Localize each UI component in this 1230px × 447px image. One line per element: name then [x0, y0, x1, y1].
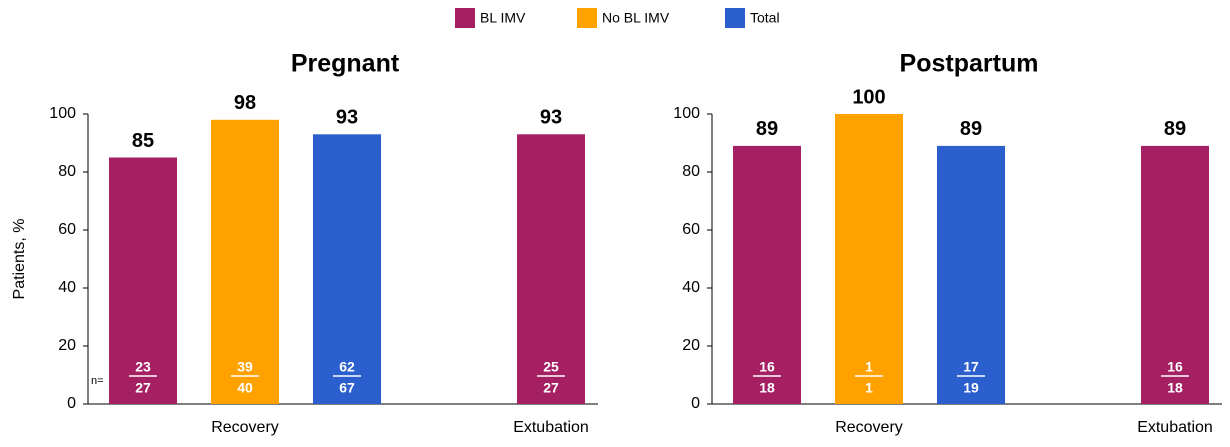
- numerator: 1: [865, 359, 873, 375]
- y-tick-label: 60: [682, 221, 700, 238]
- bar: [937, 145, 1005, 404]
- denominator: 40: [237, 380, 253, 396]
- numerator: 23: [135, 359, 151, 375]
- legend-swatch: [577, 8, 597, 28]
- bar-value-label: 93: [336, 107, 358, 129]
- legend-label: No BL IMV: [602, 10, 670, 26]
- x-tick-label: Recovery: [211, 419, 279, 436]
- n-annotation: n=: [91, 375, 104, 387]
- denominator: 19: [963, 380, 979, 396]
- legend-swatch: [455, 8, 475, 28]
- y-tick-label: 40: [682, 279, 700, 296]
- bar: [517, 134, 585, 405]
- y-tick-label: 20: [682, 337, 700, 354]
- numerator: 39: [237, 359, 253, 375]
- numerator: 17: [963, 359, 979, 375]
- numerator: 16: [1167, 359, 1183, 375]
- bar-value-label: 98: [234, 92, 256, 114]
- legend-label: Total: [750, 10, 780, 26]
- x-tick-label: Recovery: [835, 419, 903, 436]
- y-axis-label: Patients, %: [11, 219, 28, 300]
- y-tick-label: 40: [58, 279, 76, 296]
- x-tick-label: Extubation: [513, 419, 589, 436]
- x-tick-label: Extubation: [1137, 419, 1213, 436]
- y-tick-label: 0: [691, 395, 700, 412]
- legend-label: BL IMV: [480, 10, 526, 26]
- bar: [733, 145, 801, 404]
- legend-swatch: [725, 8, 745, 28]
- numerator: 16: [759, 359, 775, 375]
- y-tick-label: 80: [682, 163, 700, 180]
- bar-value-label: 100: [852, 86, 885, 108]
- y-tick-label: 60: [58, 221, 76, 238]
- denominator: 67: [339, 380, 355, 396]
- numerator: 25: [543, 359, 559, 375]
- denominator: 1: [865, 380, 873, 396]
- chart-title: Postpartum: [900, 50, 1039, 78]
- bar: [835, 114, 903, 404]
- denominator: 27: [543, 380, 559, 396]
- y-tick-label: 100: [673, 105, 700, 122]
- denominator: 18: [759, 380, 775, 396]
- bar: [211, 119, 279, 405]
- bar-value-label: 89: [1164, 118, 1186, 140]
- denominator: 27: [135, 380, 151, 396]
- y-tick-label: 100: [49, 105, 76, 122]
- y-tick-label: 0: [67, 395, 76, 412]
- y-tick-label: 80: [58, 163, 76, 180]
- bar: [313, 134, 381, 405]
- bar-value-label: 89: [960, 118, 982, 140]
- denominator: 18: [1167, 380, 1183, 396]
- bar-value-label: 85: [132, 130, 154, 152]
- chart-title: Pregnant: [291, 50, 400, 78]
- bar: [1141, 145, 1209, 404]
- bar: [109, 157, 177, 404]
- numerator: 62: [339, 359, 355, 375]
- bar-value-label: 93: [540, 107, 562, 129]
- y-tick-label: 20: [58, 337, 76, 354]
- bar-value-label: 89: [756, 118, 778, 140]
